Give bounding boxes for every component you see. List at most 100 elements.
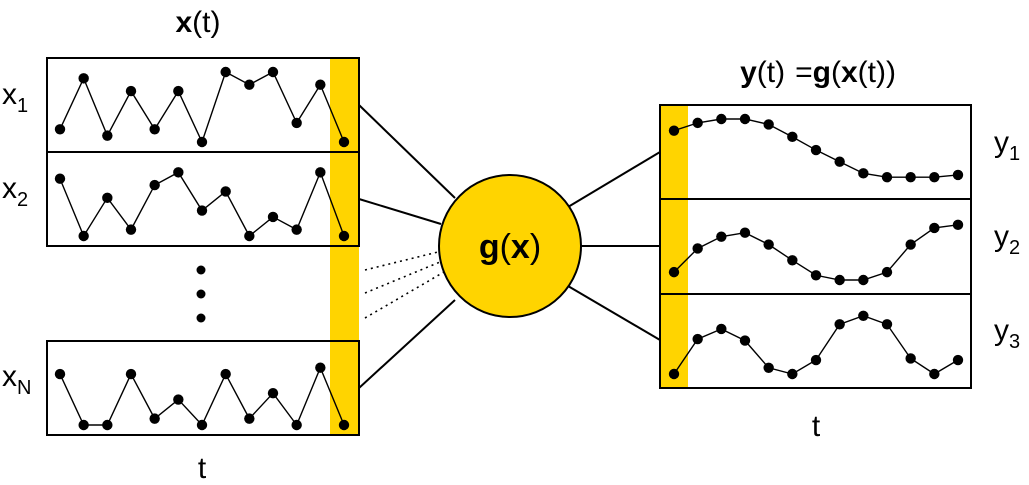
x2-point (338, 230, 350, 242)
y1-point (905, 172, 916, 183)
g-node: g(x) (438, 174, 582, 318)
x1-line (59, 70, 345, 144)
x1-point (125, 85, 137, 97)
x2-point (196, 205, 208, 216)
y2-point (834, 274, 845, 286)
x1-series (54, 66, 350, 148)
conn-dotted-2 (364, 261, 441, 294)
left-title-bold: x (175, 6, 192, 39)
conn-y3 (567, 285, 661, 341)
y3-point (739, 335, 751, 346)
left-panel: x(t) x1 x2 xN t (2, 6, 360, 485)
xN-point (220, 368, 231, 380)
x1-point (173, 85, 184, 97)
y3-point (905, 353, 916, 364)
y2-point (739, 227, 751, 238)
y3-point (692, 333, 703, 345)
y3-label: y3 (994, 314, 1020, 353)
y1-point (834, 156, 845, 167)
g-label: g(x) (479, 228, 541, 266)
xN-point (291, 419, 302, 431)
xN-point (54, 368, 66, 380)
x2-point (220, 186, 231, 197)
y2-point (716, 231, 727, 242)
xN-point (315, 362, 326, 373)
y3-box (659, 293, 972, 389)
x2-line (59, 170, 345, 238)
x2-box (46, 151, 360, 247)
x2-series (54, 167, 350, 242)
x1-point (54, 124, 66, 135)
y3-series (668, 310, 964, 380)
y2-point (787, 255, 798, 266)
y3-point (858, 310, 869, 321)
x1-point (244, 79, 255, 90)
y1-point (929, 172, 940, 183)
y1-point (810, 144, 822, 156)
y1-point (739, 113, 751, 125)
y1-point (858, 168, 869, 179)
x1-point (291, 117, 302, 129)
xN-point (173, 394, 184, 405)
y1-point (787, 131, 798, 143)
x1-point (149, 124, 160, 135)
xN-line (59, 365, 345, 427)
xN-point (102, 419, 113, 431)
xN-series (54, 362, 350, 431)
y2-point (858, 274, 869, 286)
y1-point (716, 113, 727, 125)
y3-point (787, 368, 798, 380)
x1-point (102, 130, 113, 141)
y3-point (668, 368, 680, 380)
x2-label: x2 (2, 172, 28, 211)
y3-point (881, 319, 893, 330)
xN-point (338, 419, 350, 431)
y1-series (668, 113, 964, 183)
xN-point (244, 413, 255, 424)
x1-point (338, 136, 350, 148)
y3-point (763, 362, 774, 373)
xN-point (267, 387, 279, 399)
xN-point (78, 419, 89, 431)
right-axis-label: t (812, 410, 821, 443)
x1-label: x1 (2, 78, 28, 117)
x2-point (267, 211, 279, 223)
y3-point (810, 354, 822, 366)
y2-point (668, 266, 680, 278)
y1-point (692, 117, 703, 129)
conn-xN (358, 299, 456, 389)
y3-point (716, 323, 727, 335)
x2-point (78, 230, 89, 242)
x1-point (315, 79, 326, 90)
conn-y1 (567, 151, 661, 208)
y2-point (881, 266, 893, 278)
x2-point (173, 167, 184, 178)
conn-x1 (358, 104, 456, 199)
y2-point (929, 222, 940, 234)
y2-point (692, 243, 703, 254)
y2-point (905, 239, 916, 250)
left-title-rest: (t) (192, 6, 220, 39)
y2-label: y2 (994, 220, 1020, 259)
x1-point (267, 66, 279, 78)
y2-point (810, 270, 822, 281)
connections (358, 104, 661, 389)
x2-point (102, 192, 113, 204)
right-highlight-bar (660, 105, 688, 388)
y2-series (668, 219, 964, 286)
y1-point (881, 172, 893, 183)
y3-point (834, 319, 845, 330)
xN-point (196, 419, 208, 431)
right-title: y(t) =g(x(t)) (740, 56, 896, 89)
xN-label: xN (2, 360, 31, 399)
left-title: x(t) (175, 6, 220, 39)
conn-x2 (358, 198, 442, 225)
y1-point (668, 125, 680, 136)
y2-point (952, 219, 964, 231)
y2-point (763, 239, 774, 250)
xN-point (125, 368, 137, 380)
x2-point (244, 230, 255, 242)
left-axis-label: t (198, 452, 207, 485)
x2-point (54, 173, 66, 184)
